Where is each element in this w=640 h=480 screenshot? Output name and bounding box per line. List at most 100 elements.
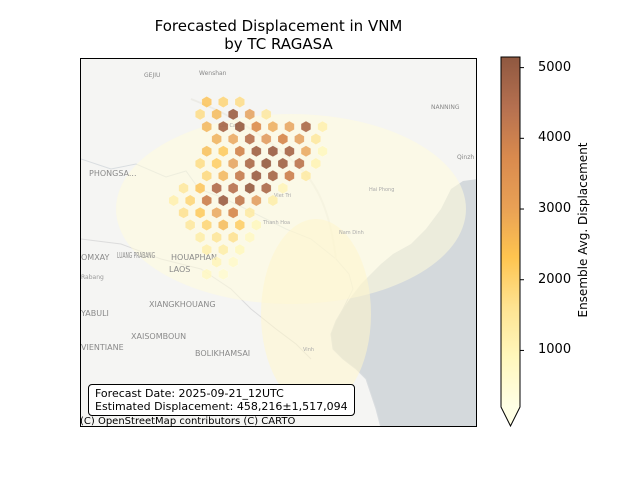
displacement-hex-cell[interactable] [228, 206, 239, 219]
displacement-hex-cell[interactable] [277, 133, 288, 145]
displacement-hex-cell[interactable] [228, 256, 239, 268]
displacement-hex-cell[interactable] [201, 120, 212, 133]
displacement-hex-cell[interactable] [218, 120, 229, 133]
displacement-hex-cell[interactable] [317, 120, 328, 133]
displacement-hex-cell[interactable] [294, 157, 305, 170]
displacement-hex-cell[interactable] [228, 108, 239, 121]
displacement-hex-cell[interactable] [201, 145, 212, 158]
displacement-hex-cell[interactable] [244, 157, 255, 170]
displacement-hex-cell[interactable] [244, 231, 255, 244]
colorbar-tickmarks [520, 67, 524, 351]
displacement-hex-cell[interactable] [261, 157, 272, 170]
displacement-hex-cell[interactable] [234, 219, 245, 231]
displacement-hex-cell[interactable] [185, 219, 196, 231]
displacement-hex-cell[interactable] [211, 206, 222, 219]
displacement-hex-cell[interactable] [234, 169, 245, 182]
displacement-hex-cell[interactable] [294, 133, 305, 145]
displacement-hex-cell[interactable] [211, 182, 222, 195]
displacement-hex-cell[interactable] [300, 169, 312, 182]
displacement-hex-cell[interactable] [195, 108, 206, 121]
displacement-hex-cell[interactable] [277, 182, 288, 195]
displacement-hex-cell[interactable] [218, 243, 229, 256]
displacement-hex-cell[interactable] [201, 96, 212, 108]
displacement-hex-cell[interactable] [300, 145, 312, 158]
colorbar-tick-label: 4000 [538, 130, 572, 146]
displacement-hex-cell[interactable] [218, 194, 229, 207]
overlay-south [261, 219, 371, 409]
displacement-hex-cell[interactable] [310, 133, 321, 145]
displacement-hex-cell[interactable] [185, 194, 196, 207]
displacement-hex-cell[interactable] [317, 145, 328, 158]
map-label: Thanh Hoa [262, 220, 290, 226]
displacement-hex-cell[interactable] [228, 231, 239, 244]
displacement-hex-cell[interactable] [218, 145, 229, 158]
displacement-hex-cell[interactable] [201, 219, 212, 231]
displacement-hex-cell[interactable] [201, 194, 212, 207]
displacement-hex-cell[interactable] [218, 169, 229, 182]
colorbar-outline [500, 56, 521, 428]
colorbar [500, 56, 524, 428]
map-label: Hai Phong [369, 187, 394, 193]
displacement-hex-cell[interactable] [267, 169, 278, 182]
displacement-hex-cell[interactable] [234, 194, 245, 207]
displacement-hex-cell[interactable] [178, 182, 189, 195]
displacement-hex-cell[interactable] [251, 169, 262, 182]
displacement-hex-cell[interactable] [218, 96, 229, 108]
map-label: Vinh [303, 347, 314, 353]
displacement-hex-cell[interactable] [244, 182, 255, 195]
forecast-info-box: Forecast Date: 2025-09-21_12UTC Estimate… [88, 384, 355, 416]
map-attribution: (C) OpenStreetMap contributors (C) CARTO [80, 416, 296, 427]
displacement-hex-cell[interactable] [228, 133, 239, 145]
map-label: GEJIU [144, 72, 160, 79]
displacement-hex-cell[interactable] [195, 157, 206, 170]
displacement-hex-cell[interactable] [284, 169, 295, 182]
displacement-hex-cell[interactable] [211, 157, 222, 170]
map-label: PHONGSA... [89, 169, 137, 178]
displacement-hex-cell[interactable] [284, 145, 295, 158]
displacement-hex-cell[interactable] [168, 194, 179, 207]
displacement-hex-cell[interactable] [267, 120, 278, 133]
displacement-hex-cell[interactable] [201, 268, 212, 281]
displacement-hex-cell[interactable] [211, 108, 222, 121]
map-label: Rabang [81, 274, 104, 281]
displacement-hex-cell[interactable] [261, 182, 272, 195]
displacement-hex-cell[interactable] [267, 194, 278, 207]
displacement-hex-cell[interactable] [228, 182, 239, 195]
displacement-hex-cell[interactable] [261, 133, 272, 145]
displacement-hex-cell[interactable] [244, 206, 255, 219]
displacement-hex-cell[interactable] [234, 120, 245, 133]
displacement-hex-cell[interactable] [310, 157, 321, 170]
displacement-hex-cell[interactable] [195, 231, 206, 244]
map-label: XAISOMBOUN [131, 332, 186, 341]
displacement-hex-cell[interactable] [211, 231, 222, 244]
displacement-hex-cell[interactable] [251, 145, 262, 158]
map-panel[interactable]: GEJIU Wenshan NANNING PHONGSA... Qinzh L… [80, 58, 477, 427]
displacement-hex-cell[interactable] [267, 145, 278, 158]
displacement-hex-cell[interactable] [228, 157, 239, 170]
displacement-hex-cell[interactable] [195, 182, 206, 195]
map-label: Wenshan [199, 70, 227, 77]
displacement-hex-cell[interactable] [211, 256, 222, 268]
displacement-hex-cell[interactable] [244, 133, 255, 145]
displacement-hex-cell[interactable] [211, 133, 222, 145]
displacement-hex-cell[interactable] [284, 120, 295, 133]
displacement-hex-cell[interactable] [251, 194, 262, 207]
displacement-hex-cell[interactable] [244, 108, 255, 121]
displacement-hex-cell[interactable] [195, 206, 206, 219]
map-label: Lao Cai [219, 123, 237, 129]
displacement-hex-cell[interactable] [218, 268, 229, 281]
displacement-hex-cell[interactable] [178, 206, 189, 219]
displacement-hex-cell[interactable] [201, 243, 212, 256]
displacement-hex-cell[interactable] [300, 120, 312, 133]
displacement-hex-cell[interactable] [277, 157, 288, 170]
displacement-hex-cell[interactable] [251, 219, 262, 231]
displacement-hex-cell[interactable] [234, 243, 245, 256]
displacement-hex-cell[interactable] [234, 96, 245, 108]
displacement-hex-cell[interactable] [218, 219, 229, 231]
colorbar-gradient [501, 57, 520, 407]
displacement-hex-cell[interactable] [201, 169, 212, 182]
displacement-hex-cell[interactable] [261, 108, 272, 121]
map-label: HOUAPHAN [171, 253, 217, 262]
displacement-hex-cell[interactable] [234, 145, 245, 158]
displacement-hex-cell[interactable] [251, 120, 262, 133]
